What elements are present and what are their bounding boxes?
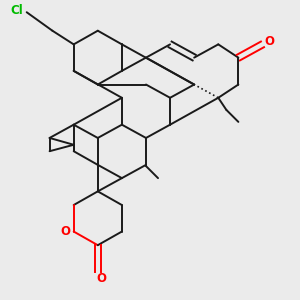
Text: O: O <box>96 272 106 285</box>
Text: O: O <box>61 225 71 238</box>
Text: O: O <box>265 35 275 48</box>
Text: Cl: Cl <box>10 4 23 17</box>
